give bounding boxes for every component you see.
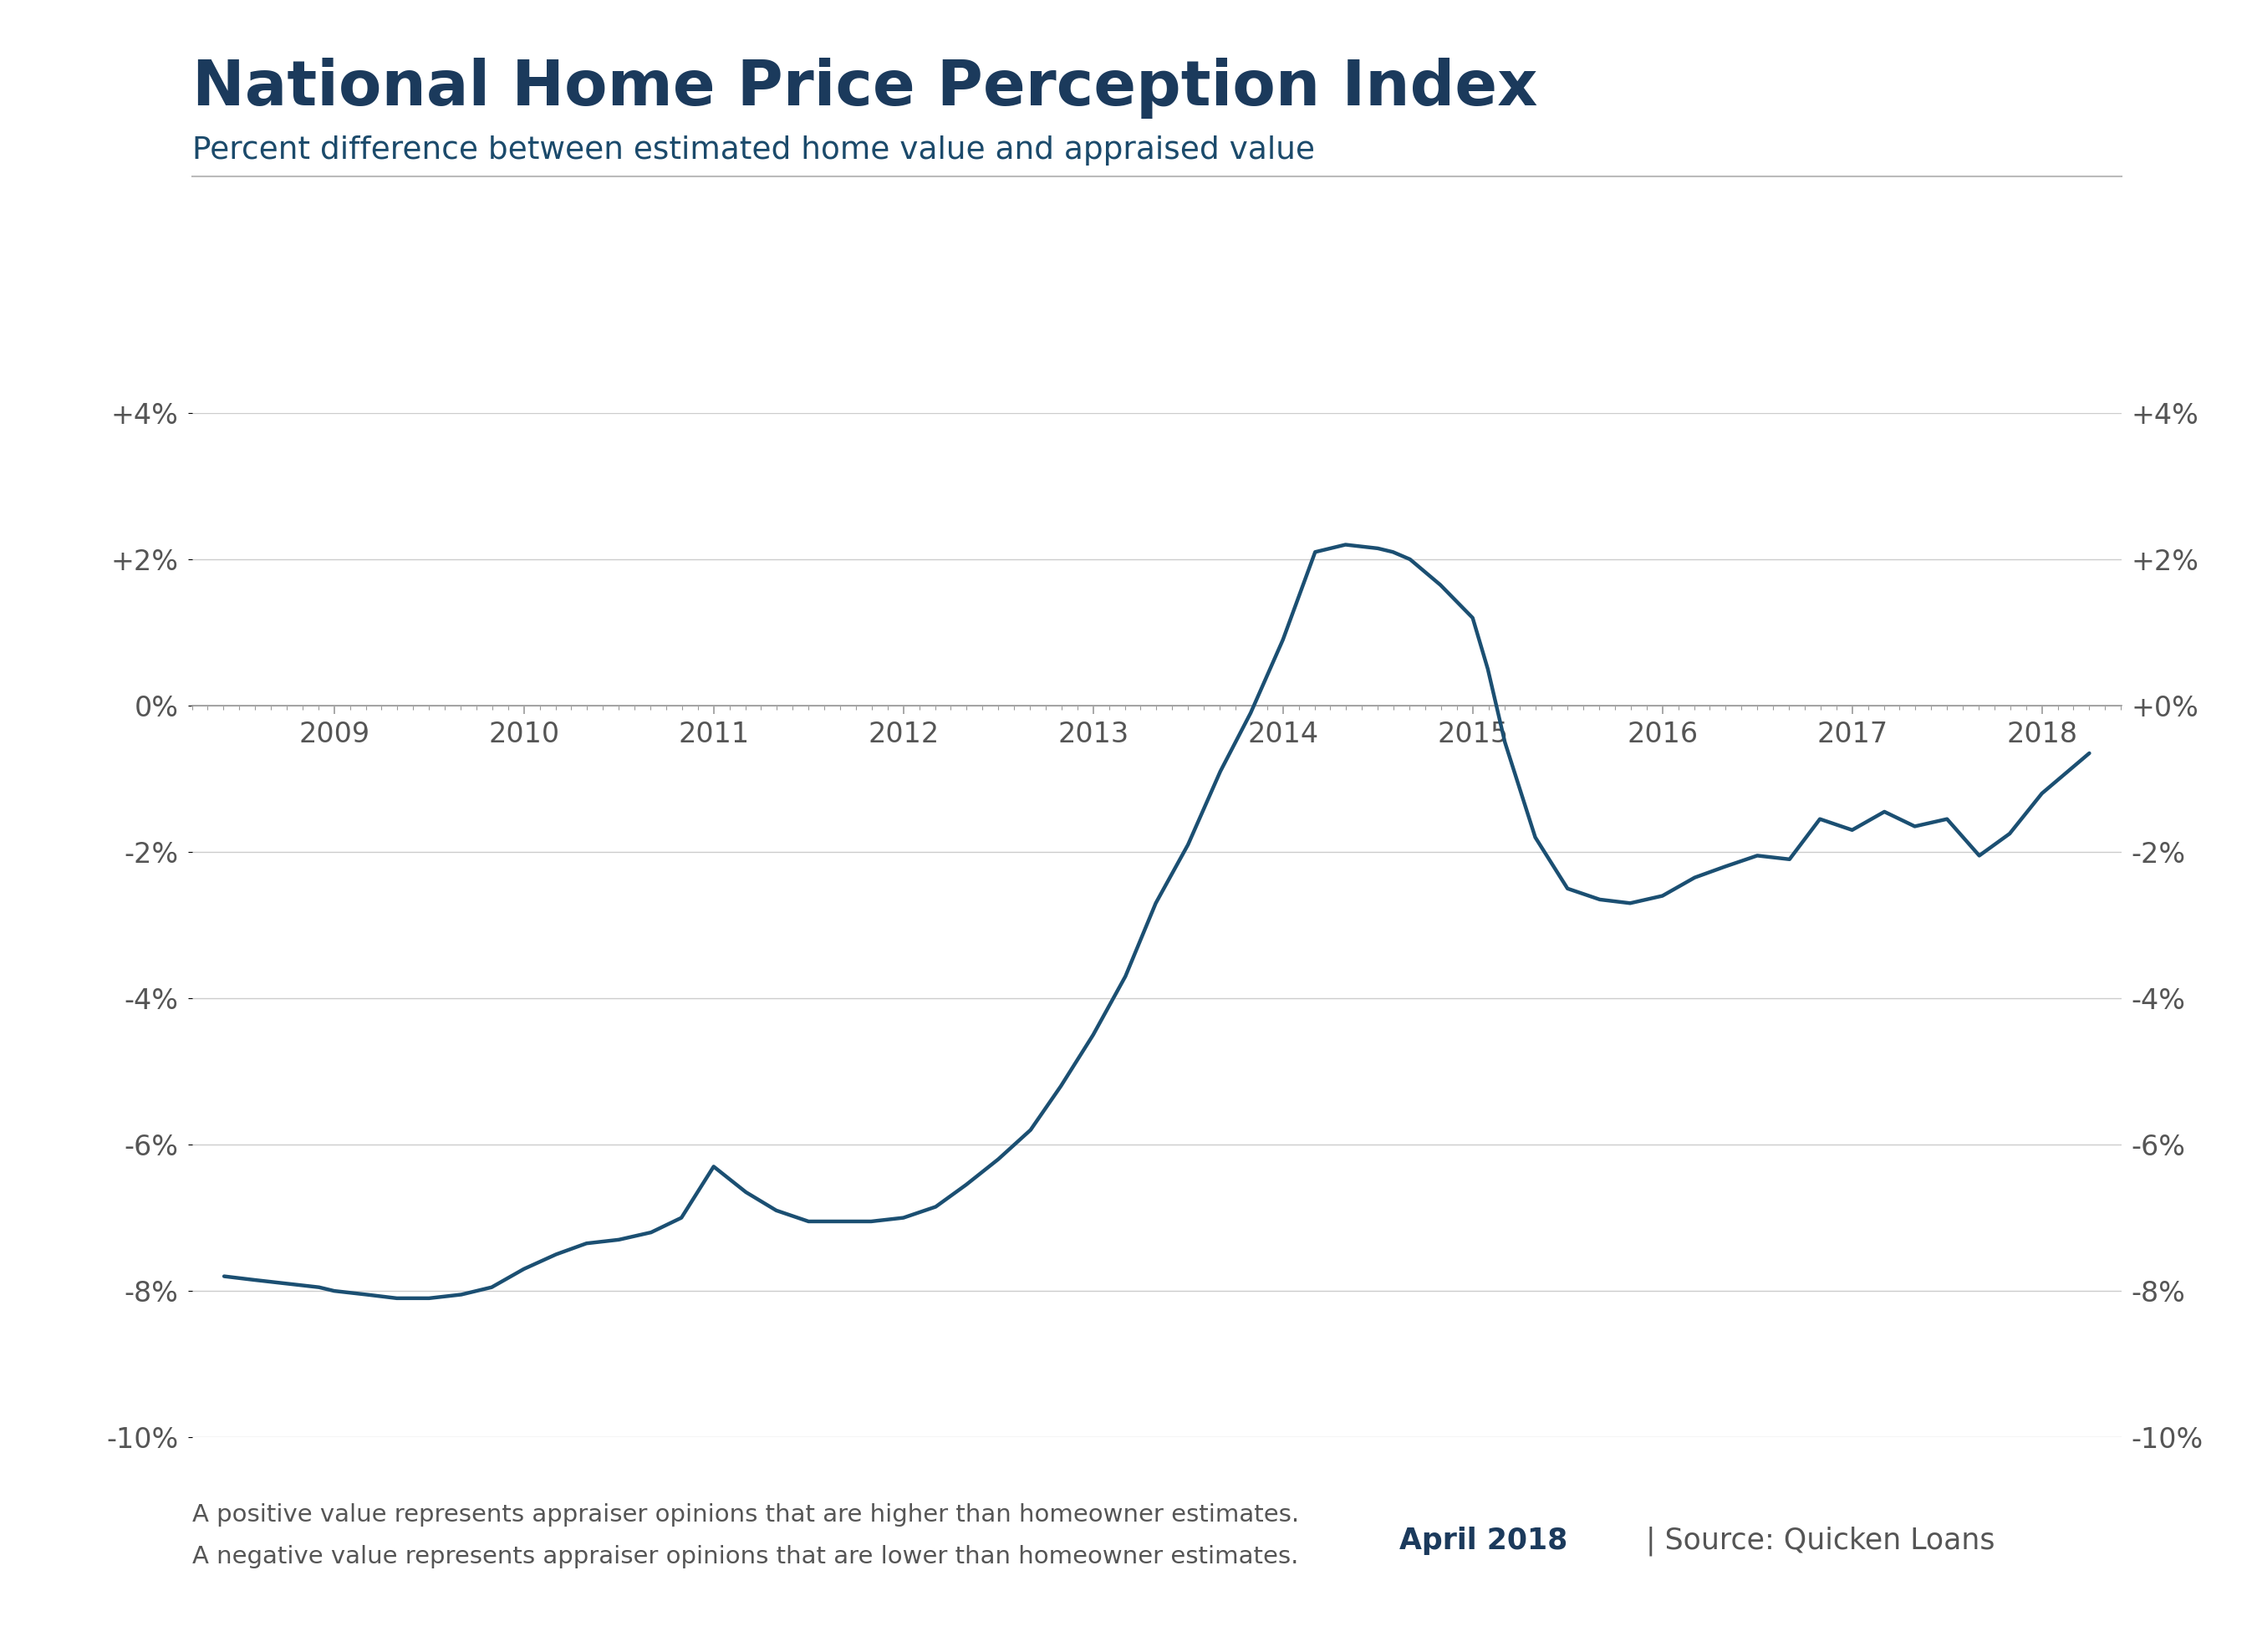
Text: National Home Price Perception Index: National Home Price Perception Index xyxy=(192,58,1537,119)
Text: | Source: Quicken Loans: | Source: Quicken Loans xyxy=(1636,1526,1995,1556)
Text: A negative value represents appraiser opinions that are lower than homeowner est: A negative value represents appraiser op… xyxy=(192,1545,1298,1568)
Text: A positive value represents appraiser opinions that are higher than homeowner es: A positive value represents appraiser op… xyxy=(192,1503,1298,1526)
Text: Percent difference between estimated home value and appraised value: Percent difference between estimated hom… xyxy=(192,135,1314,165)
Text: April 2018: April 2018 xyxy=(1399,1526,1569,1555)
